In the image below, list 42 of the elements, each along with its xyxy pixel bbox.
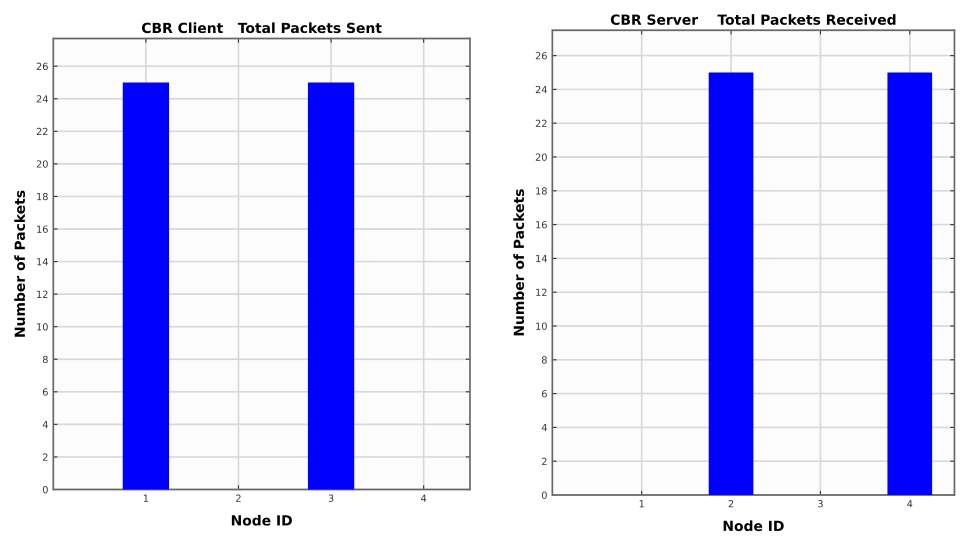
y-axis-title: Number of Packets — [14, 190, 26, 337]
chart-title: CBR Server Total Packets Received — [610, 14, 896, 25]
x-tick-label: 2 — [236, 494, 241, 502]
x-axis-title: Node ID — [724, 520, 784, 532]
y-tick-label: 2 — [542, 458, 546, 465]
y-tick-label: 12 — [536, 288, 546, 296]
y-tick-label: 6 — [42, 388, 48, 396]
y-tick-label: 20 — [36, 160, 48, 168]
y-tick-label: 18 — [37, 192, 48, 200]
y-tick-label: 18 — [536, 187, 547, 195]
y-tick-label: 0 — [42, 486, 48, 494]
y-tick-label: 4 — [42, 420, 48, 428]
y-axis-title: Number of Packets — [513, 189, 524, 336]
x-tick-label: 3 — [818, 500, 823, 508]
y-tick-label: 10 — [37, 323, 48, 331]
y-tick-label: 16 — [536, 221, 547, 228]
y-tick-label: 16 — [37, 225, 48, 233]
y-tick-label: 24 — [36, 95, 48, 102]
y-tick-label: 2 — [42, 453, 48, 461]
y-tick-label: 4 — [542, 424, 547, 432]
y-tick-label: 20 — [536, 153, 547, 161]
y-tick-label: 26 — [36, 62, 48, 70]
x-tick-label: 1 — [640, 500, 644, 508]
x-tick-label: 2 — [728, 500, 734, 508]
y-tick-label: 8 — [542, 356, 547, 364]
x-tick-label: 1 — [144, 494, 148, 502]
chart-title: CBR Client Total Packets Sent — [142, 22, 382, 34]
y-tick-label: 10 — [536, 322, 547, 330]
y-tick-label: 8 — [42, 356, 48, 364]
y-tick-label: 6 — [542, 390, 547, 398]
y-tick-label: 24 — [536, 86, 547, 94]
y-tick-label: 0 — [542, 491, 547, 499]
y-tick-label: 26 — [536, 52, 547, 60]
y-tick-label: 14 — [536, 255, 547, 262]
x-tick-label: 3 — [328, 494, 334, 502]
y-tick-label: 22 — [36, 128, 48, 135]
x-axis-title: Node ID — [232, 514, 292, 526]
y-tick-label: 22 — [536, 120, 546, 127]
y-tick-label: 14 — [37, 258, 48, 266]
y-tick-label: 12 — [37, 290, 48, 298]
x-tick-label: 4 — [907, 500, 912, 508]
x-tick-label: 4 — [421, 494, 426, 502]
